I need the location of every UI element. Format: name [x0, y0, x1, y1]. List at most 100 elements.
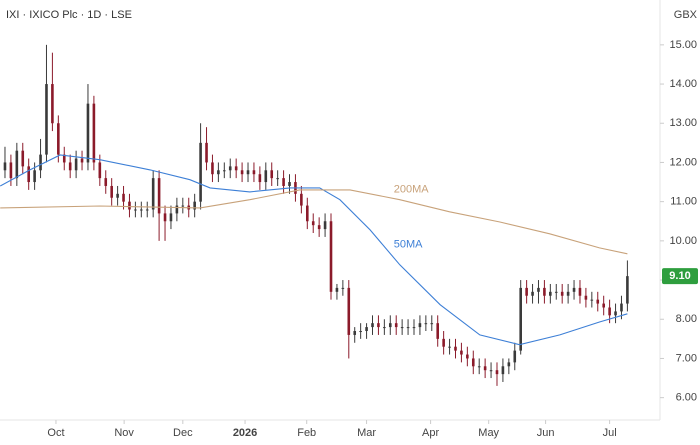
candle-body [163, 213, 167, 222]
candle-body [549, 291, 552, 296]
candle-body [608, 307, 611, 316]
x-tick-label: Oct [47, 427, 64, 439]
x-tick-label: Jul [603, 427, 617, 439]
candle-body [341, 287, 345, 289]
x-tick-label: 2026 [233, 427, 257, 439]
candle-body [288, 182, 291, 186]
x-tick-label: Jun [537, 427, 555, 439]
candle-body [3, 162, 7, 171]
candle-body [116, 193, 119, 198]
candle-body [572, 287, 576, 292]
candle-body [466, 354, 469, 359]
candle-body [258, 174, 262, 183]
candle-body [335, 287, 339, 292]
chart-title: IXI · IXICO Plc · 1D · LSE [6, 9, 132, 21]
candle-body [15, 150, 19, 179]
candle-body [477, 366, 481, 368]
candle-body [282, 178, 285, 186]
currency: GBX [674, 9, 698, 21]
candle-body [460, 350, 463, 355]
candle-body [507, 362, 511, 367]
candle-body [394, 323, 398, 328]
candle-body [590, 299, 594, 301]
candle-body [211, 162, 214, 175]
y-tick-label: 13.00 [669, 117, 697, 129]
candle-body [424, 323, 428, 325]
candle-body [217, 170, 220, 175]
candle-body [240, 170, 244, 175]
candle-body [454, 346, 457, 351]
candle-body [57, 123, 60, 155]
candle-body [388, 323, 392, 328]
candle-body [525, 287, 528, 296]
candle-body [234, 166, 238, 171]
candle-body [436, 323, 440, 339]
candle-body [489, 370, 493, 372]
candle-body [566, 291, 570, 296]
candle-body [448, 346, 451, 348]
x-tick-label: Mar [357, 427, 376, 439]
candle-body [228, 166, 232, 171]
candle-body [560, 291, 564, 296]
y-tick-label: 12.00 [669, 156, 697, 168]
candle-body [80, 158, 84, 163]
candle-body [371, 323, 374, 328]
y-tick-label: 10.00 [669, 235, 697, 247]
candle-body [92, 103, 96, 163]
candle-body [74, 158, 78, 171]
candle-body [27, 166, 30, 183]
y-tick-label: 6.00 [676, 392, 697, 404]
candle-body [276, 178, 279, 180]
candle-body [602, 303, 605, 308]
candle-body [181, 205, 185, 207]
candle-body [33, 170, 36, 183]
candle-body [134, 209, 137, 211]
series-label: 200MA [394, 184, 430, 196]
candle-body [614, 311, 617, 316]
candle-body [68, 162, 72, 171]
candle-body [430, 323, 434, 325]
candle-body [246, 170, 250, 175]
candle-body [471, 358, 475, 367]
candle-body [140, 209, 143, 211]
candle-body [62, 154, 66, 163]
y-tick-label: 8.00 [676, 313, 697, 325]
candle-body [501, 366, 505, 375]
candle-body [537, 287, 540, 292]
candle-body [347, 287, 351, 335]
candle-body [300, 193, 303, 206]
candle-body [483, 366, 487, 371]
candle-body [110, 185, 113, 198]
candle-body [554, 291, 558, 293]
candle-body [329, 221, 333, 292]
candle-body [377, 323, 380, 328]
candle-body [365, 327, 368, 332]
series-label: 50MA [394, 239, 423, 251]
candle-body [596, 299, 600, 304]
candle-body [199, 142, 202, 202]
candle-body [323, 221, 327, 230]
candle-body [495, 370, 499, 375]
moving-average [0, 154, 628, 346]
candle-body [145, 209, 149, 211]
candle-body [620, 303, 623, 312]
candle-body [86, 103, 90, 163]
candle-body [519, 287, 522, 351]
candle-body [104, 178, 108, 186]
candle-body [513, 350, 517, 363]
candle-body [543, 287, 546, 296]
candle-body [531, 291, 534, 296]
candle-body [193, 201, 196, 210]
candle-body [175, 205, 179, 214]
x-tick-label: Dec [173, 427, 193, 439]
y-tick-label: 11.00 [670, 196, 697, 208]
candle-body [9, 162, 13, 179]
candle-body [578, 287, 582, 296]
y-tick-label: 14.00 [669, 78, 697, 90]
candle-body [21, 150, 25, 167]
candle-body [223, 170, 226, 172]
candle-body [151, 178, 155, 210]
candle-body [584, 295, 588, 300]
